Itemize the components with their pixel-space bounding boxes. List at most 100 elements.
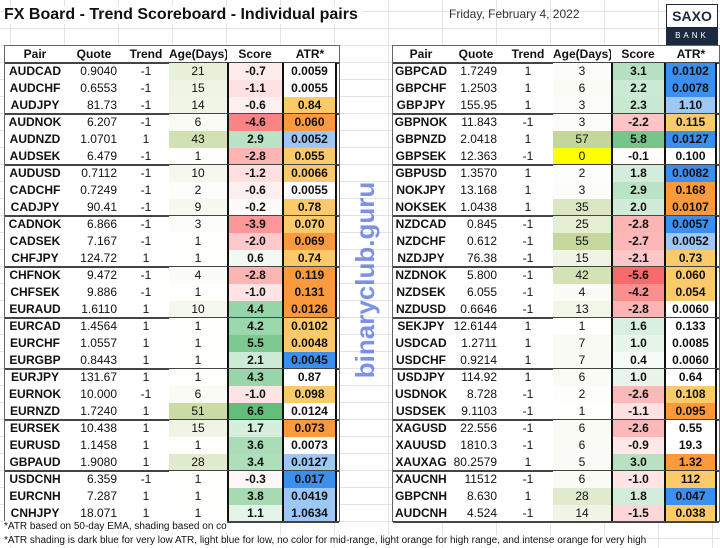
cell-trend: 1 [524,353,532,367]
cell-trend: -1 [522,302,534,316]
cell-trend: -1 [522,115,534,129]
group-divider [393,521,719,523]
cell-atr: 0.0055 [283,182,337,199]
cell-quote: 124.72 [80,251,117,265]
cell-score: 1.8 [611,488,665,505]
cell-atr: 1.10 [665,97,717,114]
table-row: XAGUSD 22.556 -1 6 -2.6 0.55 [393,420,717,437]
table-row: GBPCAD 1.7249 1 3 3.1 0.0102 [393,63,717,80]
header-trend: Trend [129,47,163,61]
cell-age: 1 [169,488,227,505]
cell-atr: 0.0124 [283,403,337,420]
cell-pair: CADCHF [9,183,61,197]
cell-score: -2.8 [611,216,665,233]
cell-trend: 1 [524,455,532,469]
cell-age: 55 [553,233,611,250]
cell-quote: 131.67 [80,370,117,384]
cell-trend: 1 [524,489,532,503]
cell-quote: 81.73 [86,98,117,112]
cell-trend: 1 [142,353,150,367]
table-row: NZDSEK 6.055 -1 4 -4.2 0.054 [393,284,717,301]
cell-quote: 8.630 [466,489,497,503]
cell-atr: 0.0057 [665,216,717,233]
cell-atr: 0.0066 [283,165,337,182]
cell-score: -2.8 [227,148,283,165]
cell-quote: 0.9214 [460,353,497,367]
cell-age: 15 [169,420,227,437]
cell-pair: AUDCHF [9,81,61,95]
header-atr: ATR* [676,47,706,61]
table-row: GBPNOK 11.843 -1 3 -2.2 0.115 [393,114,717,131]
cell-score: -2.6 [611,386,665,403]
table-row: NZDUSD 0.6646 -1 13 -2.8 0.0060 [393,301,717,318]
cell-quote: 0.612 [466,234,497,248]
cell-score: -4.2 [611,284,665,301]
table-row: USDCNH 6.359 -1 1 -0.3 0.017 [5,471,337,488]
cell-score: 2.0 [611,199,665,216]
cell-atr: 0.87 [283,369,337,386]
cell-age: 3 [553,182,611,199]
table-row: AUDNOK 6.207 -1 6 -4.6 0.060 [5,114,337,131]
cell-quote: 90.41 [86,200,117,214]
table-row: SEKJPY 12.6144 1 1 1.6 0.133 [393,318,717,335]
cell-quote: 4.524 [466,506,497,520]
cell-trend: -1 [140,149,152,163]
cell-age: 6 [553,471,611,488]
cell-pair: NOKJPY [396,183,446,197]
cell-pair: USDNOK [394,387,447,401]
cell-pair: AUDCNH [395,506,447,520]
cell-atr: 0.100 [665,148,717,165]
cell-age: 1 [169,318,227,335]
cell-trend: -1 [140,472,152,486]
cell-trend: -1 [522,387,534,401]
cell-quote: 6.866 [86,217,117,231]
cell-age: 1 [553,403,611,420]
cell-trend: -1 [522,506,534,520]
table-row: GBPNZD 2.0418 1 57 5.8 0.0127 [393,131,717,148]
cell-pair: USDCNH [9,472,61,486]
cell-trend: 1 [524,132,532,146]
cell-pair: USDSEK [395,404,446,418]
cell-age: 1 [553,318,611,335]
cell-pair: NZDNOK [395,268,447,282]
cell-quote: 12.6144 [453,319,497,333]
cell-quote: 0.7112 [81,166,117,180]
cell-trend: 1 [142,319,150,333]
cell-pair: USDCAD [395,336,447,350]
cell-score: 3.8 [227,488,283,505]
cell-age: 6 [169,114,227,131]
table-row: EURCNH 7.287 1 1 3.8 0.0419 [5,488,337,505]
cell-quote: 1.6110 [81,302,117,316]
cell-quote: 1.0557 [80,336,117,350]
table-row: AUDSEK 6.479 -1 1 -2.8 0.055 [5,148,337,165]
cell-atr: 1.0634 [283,505,337,522]
cell-age: 3 [553,63,611,80]
table-row: EURNZD 1.7240 1 51 6.6 0.0124 [5,403,337,420]
cell-quote: 7.287 [86,489,117,503]
table-row: CADSEK 7.167 -1 1 -2.0 0.069 [5,233,337,250]
watermark: binaryclub.guru [350,181,380,379]
cell-score: -0.9 [611,437,665,454]
cell-score: 2.1 [227,352,283,369]
cell-atr: 1.32 [665,454,717,471]
cell-age: 1 [169,471,227,488]
cell-atr: 0.0060 [665,301,717,318]
cell-age: 2 [169,182,227,199]
table-row: NOKJPY 13.168 1 3 2.9 0.168 [393,182,717,199]
cell-trend: -1 [140,98,152,112]
cell-age: 1 [169,437,227,454]
table-row: NZDNOK 5.800 -1 42 -5.6 0.060 [393,267,717,284]
cell-pair: CHFJPY [11,251,59,265]
cell-age: 10 [169,301,227,318]
header-atr: ATR* [295,47,325,61]
table-row: XAUCNH 11512 -1 6 -1.0 112 [393,471,717,488]
report-date: Friday, February 4, 2022 [449,7,580,21]
cell-trend: -1 [140,115,152,129]
cell-score: 4.3 [227,369,283,386]
page-title: FX Board - Trend Scoreboard - Individual… [4,6,362,24]
cell-quote: 12.363 [460,149,497,163]
header-score: Score [621,47,655,61]
cell-score: 1.6 [611,318,665,335]
cell-trend: -1 [522,404,534,418]
cell-trend: -1 [140,387,152,401]
